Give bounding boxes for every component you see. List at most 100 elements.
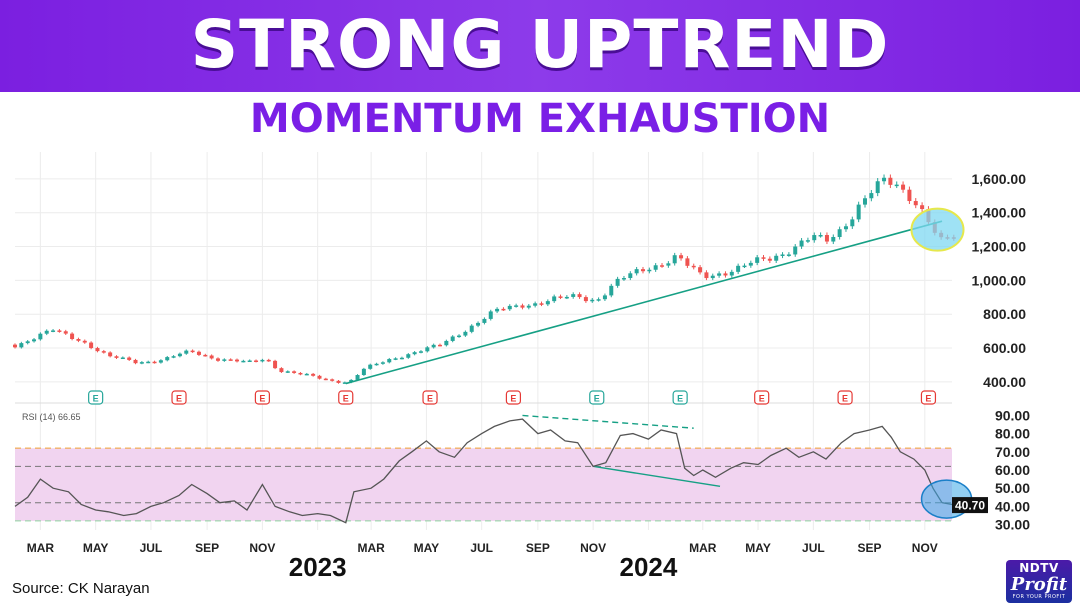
candle-body: [330, 379, 335, 381]
candle-body: [139, 362, 144, 364]
candle-body: [127, 357, 132, 360]
ndtv-profit-logo: NDTV Profit FOR YOUR PROFIT: [1006, 560, 1072, 603]
rsi-divergence-dashed-line: [522, 414, 694, 429]
candle-body: [425, 347, 430, 352]
candle-body: [25, 341, 30, 344]
candle-body: [736, 265, 741, 272]
candle-body: [361, 368, 366, 376]
candle-body: [165, 357, 170, 361]
candle-body: [120, 357, 125, 360]
candle-body: [590, 299, 595, 302]
stock-chart: E E E E E E E E E E E RSI (14) 66.65 1,600.00 1,400…: [13, 152, 1030, 580]
candle-body: [254, 360, 259, 363]
candle-body: [380, 362, 385, 364]
candle-body: [723, 273, 728, 276]
header-banner: STRONG UPTREND: [0, 0, 1080, 92]
rsi-tick-label: 70.00: [995, 444, 1030, 460]
candle-body: [571, 294, 576, 297]
candle-body: [894, 184, 899, 187]
candle-body: [901, 184, 906, 190]
x-tick-label: JUL: [470, 541, 493, 555]
candle-body: [342, 382, 347, 384]
earnings-marker: E: [88, 390, 104, 405]
candle-body: [653, 265, 658, 270]
candle-body: [837, 229, 842, 237]
headline: STRONG UPTREND: [190, 6, 890, 83]
earnings-marker-box: [88, 390, 104, 405]
candle-body: [368, 364, 373, 369]
candle-body: [755, 257, 760, 263]
candle-body: [602, 295, 607, 300]
candle-body: [698, 267, 703, 273]
candle-body: [285, 371, 290, 373]
candle-body: [552, 296, 557, 302]
earnings-marker-label: E: [842, 394, 848, 404]
source-credit: Source: CK Narayan: [12, 580, 150, 597]
candle-body: [577, 294, 582, 298]
candle-body: [805, 240, 810, 242]
candle-body: [32, 339, 37, 342]
candle-body: [793, 246, 798, 255]
earnings-marker-label: E: [427, 394, 433, 404]
x-tick-label: JUL: [140, 541, 163, 555]
candle-body: [526, 305, 531, 308]
earnings-marker: E: [589, 390, 605, 405]
earnings-marker: E: [920, 390, 937, 405]
logo-line-1: NDTV: [1019, 561, 1059, 575]
candle-body: [336, 380, 341, 383]
candle-body: [298, 372, 303, 375]
candle-body: [520, 305, 525, 308]
candle-body: [812, 235, 817, 241]
earnings-marker: E: [171, 390, 187, 405]
candle-body: [685, 258, 690, 266]
candle-body: [235, 359, 240, 362]
candle-body: [545, 301, 550, 305]
candle-body: [222, 359, 227, 361]
earnings-marker-label: E: [594, 394, 600, 404]
earnings-marker-label: E: [925, 394, 931, 404]
candle-body: [355, 375, 360, 380]
x-tick-label: NOV: [912, 541, 938, 555]
candle-body: [184, 350, 189, 354]
earnings-marker-label: E: [343, 394, 349, 404]
candle-body: [203, 354, 208, 357]
candle-body: [564, 296, 569, 299]
candle-body: [215, 358, 220, 361]
earnings-marker: E: [338, 390, 354, 405]
candle-body: [374, 363, 379, 366]
earnings-marker-label: E: [677, 394, 683, 404]
earnings-marker-label: E: [759, 394, 765, 404]
price-tick-label: 1,600.00: [972, 171, 1027, 187]
candle-body: [457, 335, 462, 338]
earnings-marker-label: E: [93, 394, 99, 404]
candle-body: [431, 344, 436, 348]
rsi-last-value-label: 40.70: [955, 499, 985, 513]
rsi-tick-label: 40.00: [995, 498, 1030, 514]
rsi-last-value-tag: [952, 497, 988, 514]
rsi-tick-label: 30.00: [995, 517, 1030, 533]
x-tick-label: MAR: [689, 541, 717, 555]
candle-body: [70, 333, 75, 339]
candle-body: [596, 299, 601, 301]
price-highlight: [910, 207, 965, 252]
candle-body: [843, 226, 848, 230]
candle-body: [628, 273, 633, 279]
candle-body: [761, 257, 766, 259]
candle-body: [89, 342, 94, 349]
candle-body: [450, 336, 455, 341]
candle-body: [856, 204, 861, 220]
candle-body: [57, 330, 62, 332]
earnings-marker: E: [422, 390, 438, 405]
candle-body: [888, 177, 893, 185]
candle-body: [82, 340, 87, 343]
candle-body: [51, 330, 56, 332]
earnings-marker: E: [837, 390, 853, 405]
candle-body: [463, 331, 468, 336]
candle-body: [13, 344, 17, 348]
candle-body: [875, 181, 880, 194]
candle-body: [260, 359, 265, 362]
candle-body: [311, 373, 316, 376]
candle-body: [920, 205, 925, 210]
earnings-marker-box: [171, 390, 187, 405]
candle-body: [95, 348, 100, 352]
